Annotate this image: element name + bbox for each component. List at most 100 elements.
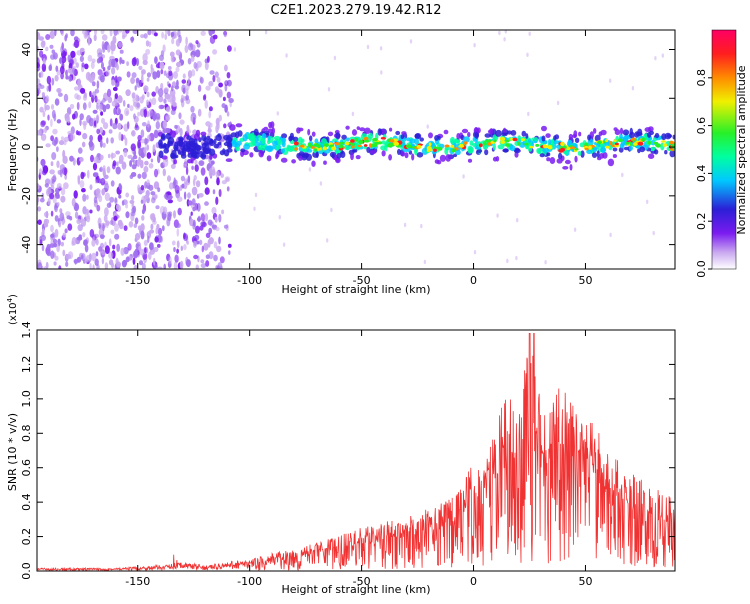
signal-band-cell bbox=[622, 129, 630, 136]
signal-band-cell bbox=[497, 144, 505, 150]
noise-speckle bbox=[170, 85, 174, 92]
noise-speckle bbox=[114, 233, 120, 240]
signal-band-cell bbox=[170, 130, 177, 138]
noise-speckle bbox=[64, 167, 67, 176]
noise-speckle bbox=[107, 65, 111, 71]
noise-speckle bbox=[100, 30, 105, 35]
noise-speckle bbox=[44, 102, 47, 112]
noise-speckle bbox=[141, 94, 145, 100]
signal-band-cell bbox=[411, 153, 415, 161]
noise-speckle bbox=[119, 57, 122, 65]
noise-speckle bbox=[50, 250, 55, 259]
noise-speckle bbox=[88, 73, 91, 82]
noise-speckle bbox=[52, 238, 58, 244]
noise-speckle bbox=[93, 196, 98, 204]
signal-band-cell bbox=[600, 146, 606, 154]
signal-band-cell bbox=[434, 135, 440, 141]
noise-speckle bbox=[205, 85, 211, 91]
signal-band-cell bbox=[669, 149, 675, 158]
signal-ridge-cell bbox=[451, 148, 457, 153]
noise-speckle bbox=[44, 127, 47, 134]
noise-speckle bbox=[167, 194, 173, 200]
signal-band-cell bbox=[517, 135, 522, 142]
noise-speckle bbox=[153, 129, 159, 139]
noise-speckle bbox=[91, 58, 96, 64]
noise-speckle bbox=[58, 265, 62, 269]
noise-speckle bbox=[91, 239, 96, 247]
noise-speckle bbox=[45, 95, 50, 103]
noise-speckle bbox=[146, 77, 150, 82]
noise-speckle bbox=[146, 91, 150, 98]
noise-speckle-sparse bbox=[276, 111, 279, 116]
signal-ridge-cell bbox=[560, 147, 565, 152]
noise-speckle bbox=[161, 31, 165, 39]
noise-speckle bbox=[86, 194, 89, 200]
signal-band-cell bbox=[400, 151, 405, 157]
noise-speckle bbox=[49, 30, 55, 40]
signal-band-cell bbox=[467, 131, 471, 138]
noise-speckle bbox=[75, 130, 79, 136]
signal-band-cell bbox=[359, 127, 366, 132]
signal-ridge-cell bbox=[631, 137, 636, 141]
noise-speckle bbox=[131, 195, 135, 201]
noise-speckle bbox=[96, 102, 99, 110]
signal-band-cell bbox=[335, 132, 341, 140]
noise-speckle bbox=[204, 187, 210, 195]
signal-ridge-cell bbox=[605, 145, 610, 149]
noise-speckle bbox=[143, 166, 149, 173]
noise-speckle bbox=[89, 134, 93, 142]
signal-ridge-cell bbox=[314, 148, 318, 152]
noise-speckle bbox=[50, 161, 54, 167]
noise-speckle bbox=[193, 219, 196, 227]
signal-band-cell bbox=[288, 146, 294, 152]
noise-speckle bbox=[61, 61, 65, 70]
noise-speckle bbox=[223, 31, 227, 38]
signal-band-cell bbox=[201, 134, 207, 142]
noise-speckle-sparse bbox=[379, 46, 383, 51]
noise-speckle bbox=[205, 232, 211, 238]
noise-speckle bbox=[70, 133, 75, 141]
snr-x-tick-label: -50 bbox=[353, 575, 371, 588]
noise-speckle-sparse bbox=[420, 223, 423, 229]
signal-band-cell bbox=[381, 140, 386, 145]
signal-band-cell bbox=[229, 124, 236, 131]
signal-band-cell bbox=[414, 147, 418, 156]
noise-speckle bbox=[103, 214, 108, 223]
noise-speckle bbox=[85, 208, 89, 215]
signal-ridge-cell bbox=[520, 138, 526, 142]
noise-speckle bbox=[218, 213, 222, 223]
noise-speckle bbox=[162, 158, 169, 168]
noise-speckle bbox=[193, 254, 199, 260]
noise-speckle bbox=[113, 30, 118, 36]
noise-speckle bbox=[175, 38, 181, 47]
signal-band-cell bbox=[474, 132, 479, 139]
noise-speckle bbox=[155, 205, 160, 210]
signal-band-cell bbox=[219, 150, 225, 156]
colorbar: 0.0 0.2 0.4 0.6 0.8 Normalized spectral ampl… bbox=[695, 29, 748, 278]
noise-speckle bbox=[185, 259, 191, 268]
noise-speckle bbox=[96, 58, 101, 64]
noise-speckle bbox=[89, 209, 93, 214]
noise-speckle bbox=[170, 109, 176, 116]
noise-speckle bbox=[56, 160, 60, 168]
signal-band-cell bbox=[622, 135, 628, 143]
noise-speckle bbox=[60, 241, 64, 247]
noise-speckle bbox=[114, 223, 119, 232]
noise-speckle bbox=[83, 239, 88, 246]
noise-speckle bbox=[114, 82, 120, 88]
signal-ridge-cell bbox=[463, 141, 468, 145]
noise-speckle bbox=[208, 80, 214, 87]
signal-band-cell bbox=[598, 131, 603, 137]
noise-speckle bbox=[157, 266, 163, 269]
noise-speckle bbox=[82, 120, 88, 126]
snr-multiplier: (x104) bbox=[6, 294, 19, 325]
noise-speckle bbox=[151, 197, 156, 204]
signal-band-cell bbox=[612, 147, 618, 152]
signal-band-cell bbox=[513, 148, 521, 154]
noise-speckle bbox=[89, 263, 92, 269]
noise-speckle bbox=[143, 33, 148, 39]
noise-speckle bbox=[149, 249, 155, 255]
noise-speckle bbox=[46, 251, 52, 257]
signal-band-cell bbox=[614, 129, 621, 136]
noise-speckle bbox=[118, 194, 122, 199]
